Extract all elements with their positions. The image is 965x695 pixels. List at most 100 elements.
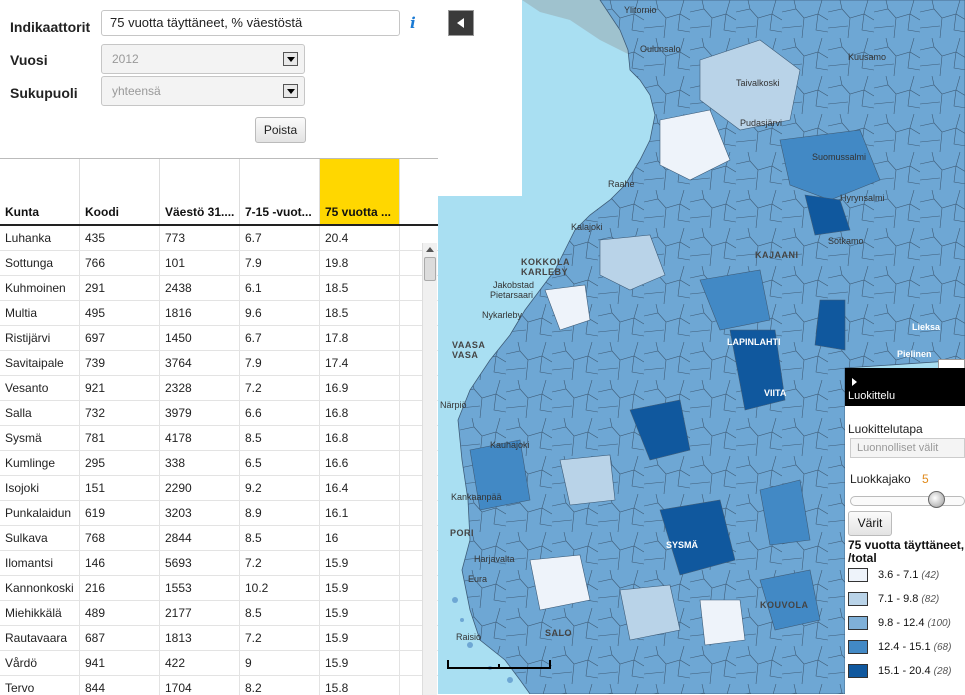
classes-slider[interactable] [850, 496, 965, 506]
slider-handle[interactable] [928, 491, 945, 508]
table-cell: 5693 [160, 551, 240, 575]
column-header[interactable]: Koodi [80, 159, 160, 224]
table-row[interactable]: Luhanka 435 773 6.7 20.4 [0, 226, 438, 251]
scroll-thumb[interactable] [424, 257, 436, 281]
table-cell: Punkalaidun [0, 501, 80, 525]
map-label: SYSMÄ [666, 540, 699, 550]
info-icon[interactable]: i [410, 14, 416, 32]
table-cell: 781 [80, 426, 160, 450]
map-label: VIITA [764, 388, 787, 398]
table-cell: Ilomantsi [0, 551, 80, 575]
table-cell: 6.7 [240, 226, 320, 250]
table-row[interactable]: Rautavaara 687 1813 7.2 15.9 [0, 626, 438, 651]
column-header-label: 75 vuotta ... [325, 205, 392, 219]
table-cell: 15.9 [320, 626, 400, 650]
table-row[interactable]: Vesanto 921 2328 7.2 16.9 [0, 376, 438, 401]
table-cell: 15.9 [320, 576, 400, 600]
table-row[interactable]: Tervo 844 1704 8.2 15.8 [0, 676, 438, 695]
table-cell: 766 [80, 251, 160, 275]
table-cell: 6.1 [240, 276, 320, 300]
table-cell: 16.9 [320, 376, 400, 400]
table-row[interactable]: Kumlinge 295 338 6.5 16.6 [0, 451, 438, 476]
legend-item: 9.8 - 12.4 (100) [848, 616, 965, 632]
table-cell: 768 [80, 526, 160, 550]
table-cell: 495 [80, 301, 160, 325]
table-cell: Rautavaara [0, 626, 80, 650]
table-row[interactable]: Multia 495 1816 9.6 18.5 [0, 301, 438, 326]
table-cell: 732 [80, 401, 160, 425]
map-label: VAASA [452, 340, 486, 350]
table-cell: 15.9 [320, 651, 400, 675]
table-cell: 16.8 [320, 401, 400, 425]
map-label: Kuusamo [848, 52, 887, 62]
table-cell: Kannonkoski [0, 576, 80, 600]
column-header[interactable]: Kunta [0, 159, 80, 224]
table-cell: 1813 [160, 626, 240, 650]
table-row[interactable]: Ristijärvi 697 1450 6.7 17.8 [0, 326, 438, 351]
classification-header[interactable]: Luokittelu [845, 368, 965, 406]
method-select[interactable]: Luonnolliset välit [850, 438, 965, 458]
legend-range: 12.4 - 15.1 [878, 641, 931, 653]
chevron-down-icon[interactable] [283, 52, 298, 66]
table-cell: 16.4 [320, 476, 400, 500]
table-row[interactable]: Sottunga 766 101 7.9 19.8 [0, 251, 438, 276]
table-cell: 16.6 [320, 451, 400, 475]
scroll-up-icon[interactable] [423, 243, 437, 257]
map-label: Kalajoki [571, 222, 603, 232]
classes-value: 5 [922, 472, 929, 486]
table-cell: 7.9 [240, 351, 320, 375]
table-row[interactable]: Ilomantsi 146 5693 7.2 15.9 [0, 551, 438, 576]
column-header[interactable]: Väestö 31.... [160, 159, 240, 224]
indicator-input[interactable]: 75 vuotta täyttäneet, % väestöstä [101, 10, 400, 36]
colors-button[interactable]: Värit [848, 511, 892, 536]
map-label: Pietarsaari [490, 290, 534, 300]
map-label: KARLEBY [521, 267, 569, 277]
map-label: Raahe [608, 179, 635, 189]
table-row[interactable]: Punkalaidun 619 3203 8.9 16.1 [0, 501, 438, 526]
table-row[interactable]: Sulkava 768 2844 8.5 16 [0, 526, 438, 551]
table-cell: Kuhmoinen [0, 276, 80, 300]
map-label: Eura [468, 574, 488, 584]
table-cell: 739 [80, 351, 160, 375]
table-cell: 773 [160, 226, 240, 250]
table-cell: 338 [160, 451, 240, 475]
collapse-panel-button[interactable] [448, 10, 474, 36]
legend-count: (82) [921, 594, 940, 605]
table-row[interactable]: Kuhmoinen 291 2438 6.1 18.5 [0, 276, 438, 301]
table-row[interactable]: Salla 732 3979 6.6 16.8 [0, 401, 438, 426]
table-cell: Luhanka [0, 226, 80, 250]
year-value: 2012 [112, 52, 139, 66]
map-label: LAPINLAHTI [727, 337, 781, 347]
table-cell: 15.8 [320, 676, 400, 695]
table-cell: 9.6 [240, 301, 320, 325]
table-scrollbar[interactable] [422, 243, 437, 695]
table-row[interactable]: Miehikkälä 489 2177 8.5 15.9 [0, 601, 438, 626]
chevron-down-icon[interactable] [283, 84, 298, 98]
delete-button[interactable]: Poista [255, 117, 306, 143]
table-row[interactable]: Isojoki 151 2290 9.2 16.4 [0, 476, 438, 501]
classes-label: Luokkajako [850, 472, 911, 486]
column-header-label: Väestö 31.... [165, 205, 235, 219]
map-label: Sotkamo [828, 236, 864, 246]
year-select[interactable]: 2012 [101, 44, 305, 74]
table-row[interactable]: Kannonkoski 216 1553 10.2 15.9 [0, 576, 438, 601]
table-cell: 146 [80, 551, 160, 575]
column-header[interactable]: 75 vuotta ... [320, 159, 400, 224]
table-row[interactable]: Sysmä 781 4178 8.5 16.8 [0, 426, 438, 451]
legend-item: 15.1 - 20.4 (28) [848, 664, 965, 680]
table-cell: 2438 [160, 276, 240, 300]
map-label: Taivalkoski [736, 78, 780, 88]
table-row[interactable]: Vårdö 941 422 9 15.9 [0, 651, 438, 676]
table-row[interactable]: Savitaipale 739 3764 7.9 17.4 [0, 351, 438, 376]
table-cell: 2844 [160, 526, 240, 550]
gender-select[interactable]: yhteensä [101, 76, 305, 106]
legend-range: 3.6 - 7.1 [878, 569, 919, 581]
table-cell: 19.8 [320, 251, 400, 275]
legend-item: 12.4 - 15.1 (68) [848, 640, 965, 656]
column-header[interactable]: 7-15 -vuot... [240, 159, 320, 224]
table-cell: 2290 [160, 476, 240, 500]
table-cell: Vesanto [0, 376, 80, 400]
table-cell: 16.8 [320, 426, 400, 450]
map-label: KOUVOLA [760, 600, 809, 610]
